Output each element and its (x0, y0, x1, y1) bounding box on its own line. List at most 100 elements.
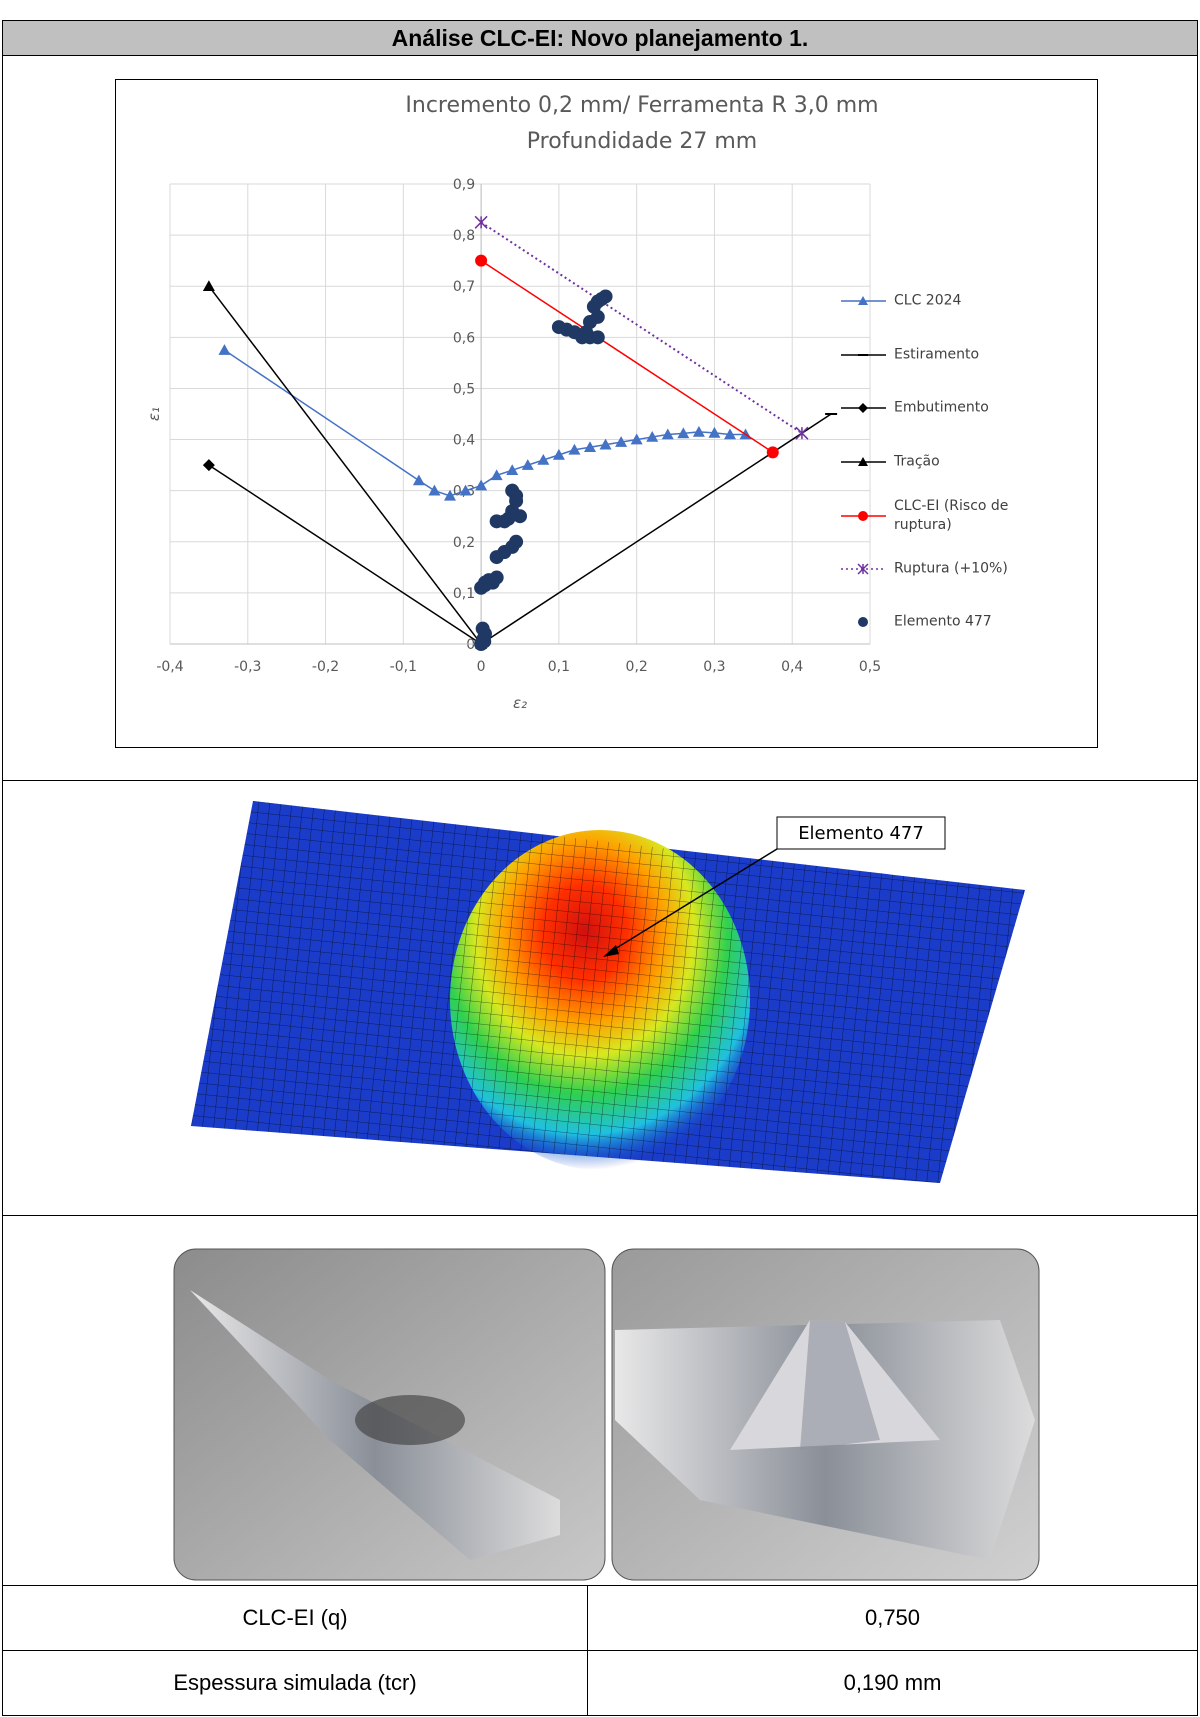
marker (218, 344, 231, 355)
series-line (208, 464, 482, 645)
y-tick-label: 0,9 (453, 177, 475, 193)
marker (568, 443, 581, 455)
legend-key (841, 511, 886, 521)
y-tick-label: 0,7 (453, 279, 475, 295)
x-tick-label: 0,4 (781, 659, 803, 675)
series-line (480, 221, 803, 435)
table-text: 0,190 mm (843, 1670, 942, 1695)
marker (661, 428, 674, 440)
marker (724, 428, 736, 440)
x-tick-label: 0,1 (548, 659, 570, 675)
x-tick-label: -0,2 (312, 659, 339, 675)
marker (590, 330, 605, 345)
chart-title: Incremento 0,2 mm/ Ferramenta R 3,0 mm (405, 93, 878, 118)
element-label: Elemento 477 (798, 823, 924, 844)
series-line (480, 260, 774, 453)
marker (444, 489, 456, 501)
marker (584, 441, 596, 453)
marker (521, 459, 534, 470)
chart-svg: Incremento 0,2 mm/ Ferramenta R 3,0 mm P… (145, 93, 886, 712)
legend-label: Ruptura (+10%) (894, 560, 1008, 577)
legend-label: CLC-EI (Risco de ruptura) (894, 498, 1009, 533)
marker (202, 459, 215, 472)
doc-title: Análise CLC-EI: Novo planejamento 1. (391, 24, 809, 51)
marker (858, 403, 868, 413)
x-axis-label: ε₂ (513, 694, 527, 712)
legend-key (841, 563, 886, 575)
marker (509, 534, 524, 549)
legend-label: CLC 2024 (894, 292, 962, 309)
x-tick-label: 0 (477, 659, 486, 675)
x-tick-label: -0,4 (156, 659, 183, 675)
marker (489, 570, 504, 585)
y-tick-label: 0 (466, 637, 475, 653)
marker (513, 509, 527, 524)
y-tick-label: 0,2 (453, 535, 475, 551)
marker (708, 426, 721, 438)
marker (412, 474, 425, 486)
x-tick-label: -0,1 (390, 659, 417, 675)
legend-key (858, 617, 868, 627)
marker (552, 448, 565, 460)
marker (858, 511, 868, 521)
simulation-image: Elemento 477 (191, 801, 1025, 1183)
x-tick-label: -0,3 (234, 659, 261, 675)
title-row (2, 20, 1198, 56)
marker (646, 431, 659, 442)
y-tick-label: 0,1 (453, 586, 475, 602)
legend-label: Tração (894, 453, 940, 470)
marker (858, 296, 868, 305)
series-line (208, 285, 482, 645)
marker (590, 309, 605, 324)
photo-right (611, 1248, 1040, 1581)
marker (630, 433, 643, 445)
y-tick-label: 0,6 (453, 330, 475, 346)
marker (858, 617, 868, 627)
marker (478, 578, 492, 593)
table-text: 0,750 (864, 1605, 921, 1630)
y-tick-label: 0,8 (453, 228, 475, 244)
chart: Incremento 0,2 mm/ Ferramenta R 3,0 mm P… (115, 79, 1098, 748)
y-axis-label: ε₁ (145, 407, 163, 421)
legend-key (841, 457, 886, 466)
legend-key (841, 296, 886, 305)
marker (428, 484, 441, 496)
legend-key (841, 403, 886, 413)
marker (599, 438, 612, 450)
marker (858, 457, 868, 466)
legend-label: Embutimento (894, 399, 989, 416)
marker (475, 621, 490, 636)
table-text: Espessura simulada (tcr) (173, 1670, 417, 1695)
chart-subtitle: Profundidade 27 mm (527, 129, 757, 154)
marker (477, 634, 492, 649)
x-tick-label: 0,5 (859, 659, 881, 675)
marker (692, 425, 705, 437)
marker (506, 464, 519, 476)
marker (475, 254, 488, 267)
marker (475, 479, 488, 491)
marker (615, 436, 628, 447)
series-line (224, 349, 746, 497)
marker (202, 280, 215, 292)
y-tick-label: 0,4 (453, 433, 475, 449)
marker (795, 426, 809, 440)
series-line (480, 413, 832, 645)
legend-label: Estiramento (894, 346, 980, 363)
marker (857, 563, 869, 575)
marker (459, 484, 472, 496)
marker (766, 446, 779, 459)
x-tick-label: 0,3 (703, 659, 725, 675)
marker (677, 427, 690, 439)
y-tick-label: 0,5 (453, 381, 475, 397)
marker (598, 289, 613, 304)
marker (490, 469, 503, 481)
table-cell (587, 1650, 1198, 1716)
marker (474, 215, 488, 229)
marker (509, 488, 524, 503)
x-tick-label: 0,2 (626, 659, 648, 675)
legend-label: Elemento 477 (894, 613, 992, 630)
table-text: CLC-EI (q) (242, 1605, 348, 1630)
photo-left (173, 1248, 606, 1581)
